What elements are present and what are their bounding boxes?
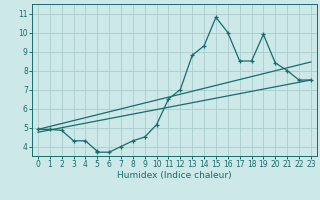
X-axis label: Humidex (Indice chaleur): Humidex (Indice chaleur) (117, 171, 232, 180)
